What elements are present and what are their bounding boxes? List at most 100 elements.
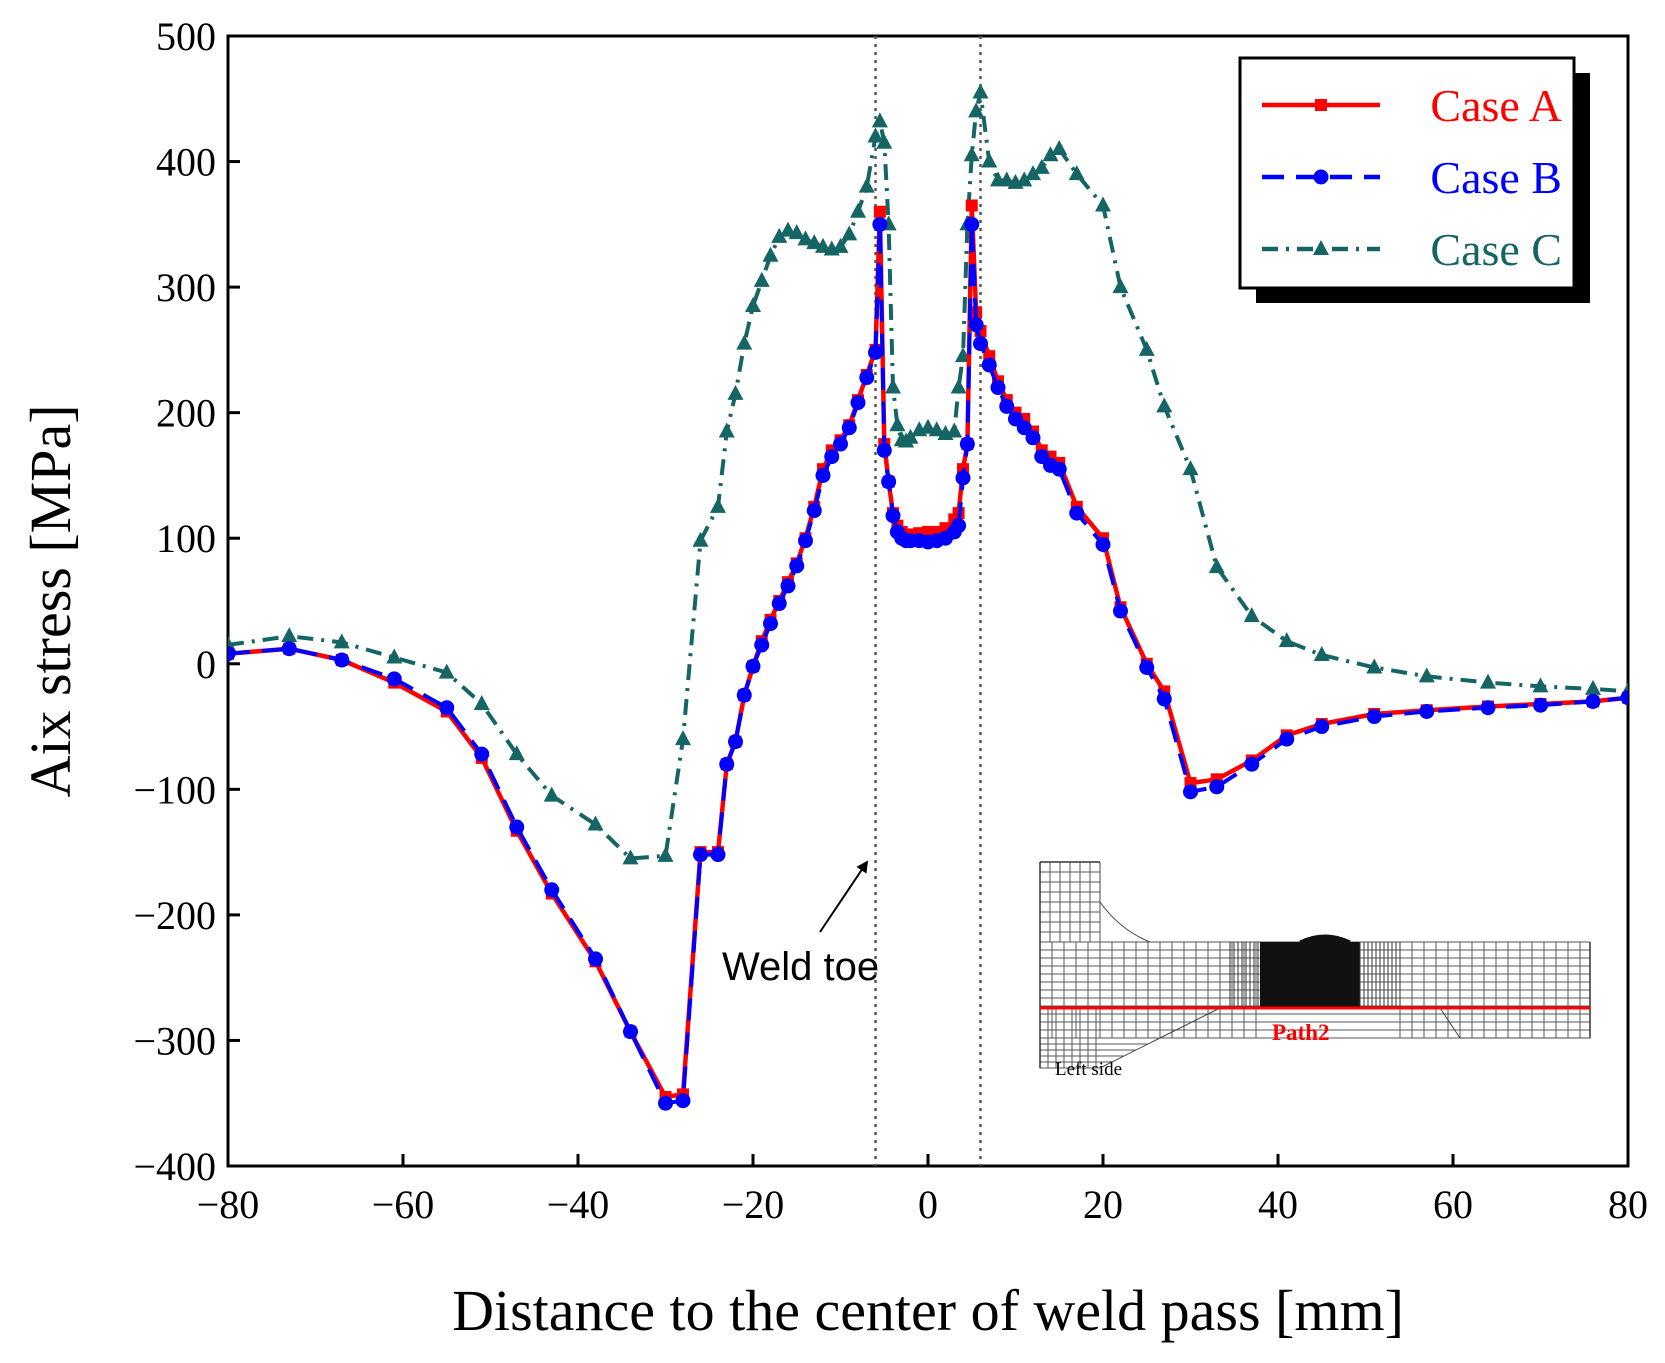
data-point [1016,420,1032,436]
data-point [1418,667,1435,683]
data-point [509,819,525,835]
data-point [710,497,726,513]
mesh-mask [1160,1039,1440,1079]
y-tick-label: 400 [156,140,216,185]
data-point [1533,697,1548,713]
data-point [841,420,857,436]
data-point [675,730,691,746]
series-case-c [228,83,1628,865]
legend: Case A Case B Case C [1238,56,1590,303]
data-point [780,221,796,237]
data-point [736,687,752,703]
data-point [920,418,936,434]
data-point [1051,140,1068,155]
data-point [999,398,1015,414]
data-point [1480,700,1496,716]
data-point [968,102,985,118]
data-point [745,658,761,674]
data-point [1016,171,1033,187]
mesh-outline [1039,861,1591,1068]
data-point [806,234,823,250]
x-tick-label: 40 [1258,1182,1298,1227]
data-point [587,815,604,831]
data-point [1419,703,1435,719]
weld-toe-arrow [819,860,869,933]
data-point [950,378,967,394]
data-point [972,83,989,99]
weld-toe-annotation: Weld toe [722,860,879,989]
data-point [951,518,967,534]
data-point [788,224,805,240]
data-point [872,216,888,232]
data-point [1138,340,1155,356]
data-point [719,756,735,772]
data-point [692,531,709,547]
data-point [868,344,883,360]
data-point [1313,645,1330,661]
data-point [1042,146,1059,162]
data-point [1585,679,1601,695]
y-tick-label: 100 [156,516,216,561]
data-point [946,422,963,438]
data-point [762,246,779,262]
data-point [990,380,1006,396]
data-point [754,637,770,653]
data-point [1112,278,1129,294]
data-point [763,616,778,632]
data-point [998,171,1015,187]
x-tick-label: 0 [918,1182,938,1227]
y-tick-label: 0 [196,642,216,687]
data-point [1366,709,1382,725]
data-point [833,436,848,452]
inset-path-label: Path2 [1272,1020,1330,1045]
data-point [973,336,988,352]
series-line [228,222,1628,1106]
data-point [1480,673,1496,689]
inset-mesh-grid [1039,861,1591,1079]
inset-side-label: Left side [1055,1059,1122,1080]
data-point [1095,196,1111,212]
data-point [658,1095,673,1111]
data-point [871,112,888,128]
data-point [281,641,297,657]
data-point [963,146,980,162]
data-point [710,847,726,863]
data-point [789,558,805,574]
y-tick-label: −200 [133,893,216,938]
data-point [1156,691,1172,707]
legend-label: Case C [1430,224,1562,275]
y-tick-label: −300 [133,1018,216,1063]
data-point [1244,756,1260,772]
weld-toe-label: Weld toe [722,945,879,989]
mesh-weld-zone [1260,942,1360,1008]
data-point [675,1093,691,1109]
weld-toe-reference-lines [874,36,982,1166]
data-point [1243,607,1260,623]
legend-swatch-marker [1313,169,1329,185]
data-point [1051,461,1067,477]
data-point [1585,693,1601,709]
y-tick-label: 300 [156,265,216,310]
data-point [1532,677,1549,693]
data-point [1139,660,1155,676]
data-point [508,745,525,761]
data-point [718,422,735,438]
data-point [1183,784,1198,800]
x-tick-label: 20 [1083,1182,1123,1227]
data-point [1208,558,1225,574]
series-line [228,90,1628,861]
y-axis: −400 −300 −200 −100 0 100 200 300 400 500 [133,14,240,1189]
x-axis: −80 −60 −40 −20 0 20 40 60 80 [197,1154,1648,1227]
legend-swatch-marker [1313,240,1329,255]
data-point [1025,430,1041,446]
data-point [1069,505,1085,521]
data-point [439,700,455,716]
data-point [867,127,884,143]
data-point [1209,779,1225,795]
legend-box [1238,56,1576,290]
legend-label: Case B [1430,152,1562,203]
y-tick-label: 500 [156,14,216,59]
data-point [727,384,744,400]
data-point [1314,719,1330,735]
data-point [334,652,350,668]
